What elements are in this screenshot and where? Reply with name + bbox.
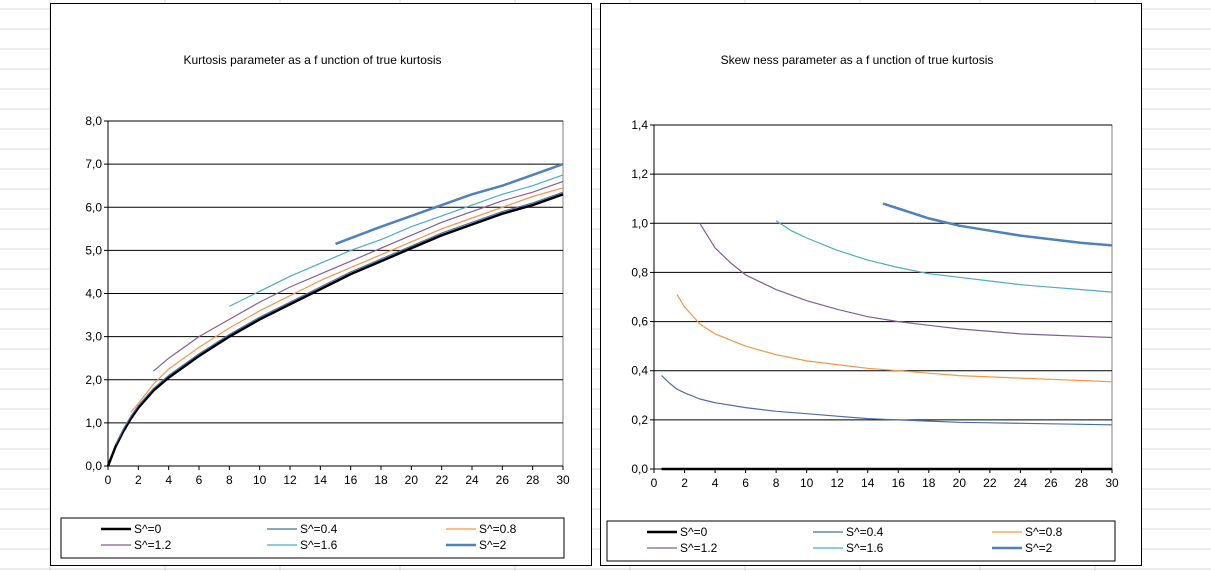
- skewness-y-tick-label: 0,2: [631, 413, 648, 427]
- skewness-y-tick-label: 1,2: [631, 167, 648, 181]
- skewness-x-tick-label: 0: [651, 476, 658, 490]
- skewness-chart-plot: Skew ness parameter as a f unction of tr…: [606, 53, 1119, 562]
- skewness-legend-label: S^=0.4: [846, 525, 884, 539]
- skewness-legend: [606, 520, 1116, 562]
- kurtosis-x-tick-label: 20: [405, 473, 419, 487]
- kurtosis-y-tick-label: 1,0: [85, 416, 102, 430]
- kurtosis-x-tick-label: 0: [105, 473, 112, 487]
- kurtosis-x-tick-label: 24: [465, 473, 479, 487]
- skewness-x-tick-label: 24: [1014, 476, 1028, 490]
- kurtosis-x-tick-label: 6: [196, 473, 203, 487]
- skewness-chart-title: Skew ness parameter as a f unction of tr…: [721, 53, 994, 67]
- kurtosis-y-tick-label: 4,0: [85, 287, 102, 301]
- kurtosis-legend: [60, 517, 565, 559]
- skewness-x-tick-label: 12: [831, 476, 845, 490]
- skewness-x-tick-label: 16: [892, 476, 906, 490]
- kurtosis-y-tick-label: 2,0: [85, 373, 102, 387]
- kurtosis-y-tick-label: 0,0: [85, 459, 102, 473]
- skewness-series-line-2: [676, 294, 1113, 383]
- kurtosis-x-tick-label: 8: [226, 473, 233, 487]
- skewness-legend-label: S^=0: [680, 525, 708, 539]
- kurtosis-y-tick-label: 8,0: [85, 114, 102, 128]
- skewness-plot-area: [653, 124, 1113, 470]
- skewness-x-tick-label: 4: [712, 476, 719, 490]
- kurtosis-y-tick-label: 7,0: [85, 157, 102, 171]
- skewness-legend-label: S^=0.8: [1025, 525, 1063, 539]
- kurtosis-series-line-2: [130, 187, 564, 413]
- kurtosis-legend-label: S^=0.8: [479, 522, 517, 536]
- kurtosis-y-tick-label: 6,0: [85, 200, 102, 214]
- skewness-series-line-4: [775, 220, 1113, 293]
- kurtosis-series-line-0: [106, 193, 564, 467]
- skewness-legend-label: S^=1.6: [846, 541, 884, 555]
- skewness-series-line-5: [882, 202, 1113, 247]
- kurtosis-x-tick-label: 16: [344, 473, 358, 487]
- kurtosis-x-tick-label: 12: [283, 473, 297, 487]
- kurtosis-legend-label: S^=2: [479, 538, 507, 552]
- kurtosis-y-tick-label: 3,0: [85, 330, 102, 344]
- kurtosis-x-tick-label: 26: [496, 473, 510, 487]
- skewness-x-tick-label: 28: [1075, 476, 1089, 490]
- skewness-y-tick-label: 0,8: [631, 265, 648, 279]
- kurtosis-chart-title: Kurtosis parameter as a f unction of tru…: [183, 53, 441, 67]
- skewness-x-tick-label: 2: [681, 476, 688, 490]
- kurtosis-x-tick-label: 10: [253, 473, 267, 487]
- kurtosis-series-line-1: [115, 191, 564, 445]
- skewness-x-tick-label: 30: [1105, 476, 1119, 490]
- skewness-x-tick-label: 10: [800, 476, 814, 490]
- kurtosis-legend-label: S^=1.2: [134, 538, 172, 552]
- skewness-series-line-3: [699, 222, 1113, 339]
- kurtosis-x-tick-label: 4: [165, 473, 172, 487]
- kurtosis-chart[interactable]: Kurtosis parameter as a f unction of tru…: [50, 3, 592, 566]
- skewness-x-tick-label: 18: [922, 476, 936, 490]
- kurtosis-x-tick-label: 22: [435, 473, 449, 487]
- kurtosis-legend-label: S^=1.6: [300, 538, 338, 552]
- skewness-y-tick-label: 1,0: [631, 216, 648, 230]
- skewness-y-tick-label: 0,6: [631, 315, 648, 329]
- kurtosis-x-tick-label: 14: [314, 473, 328, 487]
- kurtosis-x-tick-label: 2: [135, 473, 142, 487]
- kurtosis-legend-label: S^=0.4: [300, 522, 338, 536]
- skewness-x-tick-label: 14: [861, 476, 875, 490]
- skewness-legend-label: S^=2: [1025, 541, 1053, 555]
- skewness-chart[interactable]: Skew ness parameter as a f unction of tr…: [600, 3, 1142, 566]
- kurtosis-y-tick-label: 5,0: [85, 243, 102, 257]
- kurtosis-x-tick-label: 28: [526, 473, 540, 487]
- skewness-x-tick-label: 8: [773, 476, 780, 490]
- skewness-series-line-1: [661, 375, 1113, 426]
- kurtosis-series-line-4: [229, 174, 564, 307]
- kurtosis-x-tick-label: 30: [556, 473, 570, 487]
- skewness-x-tick-label: 20: [953, 476, 967, 490]
- skewness-y-tick-label: 0,4: [631, 364, 648, 378]
- skewness-legend-label: S^=1.2: [680, 541, 718, 555]
- skewness-x-tick-label: 6: [742, 476, 749, 490]
- kurtosis-chart-plot: Kurtosis parameter as a f unction of tru…: [60, 53, 570, 559]
- kurtosis-x-tick-label: 18: [374, 473, 388, 487]
- skewness-x-tick-label: 26: [1044, 476, 1058, 490]
- kurtosis-legend-label: S^=0: [134, 522, 162, 536]
- skewness-y-tick-label: 1,4: [631, 118, 648, 132]
- kurtosis-series-line-3: [153, 180, 564, 372]
- skewness-y-tick-label: 0,0: [631, 462, 648, 476]
- skewness-x-tick-label: 22: [983, 476, 997, 490]
- kurtosis-series-line-5: [335, 162, 564, 246]
